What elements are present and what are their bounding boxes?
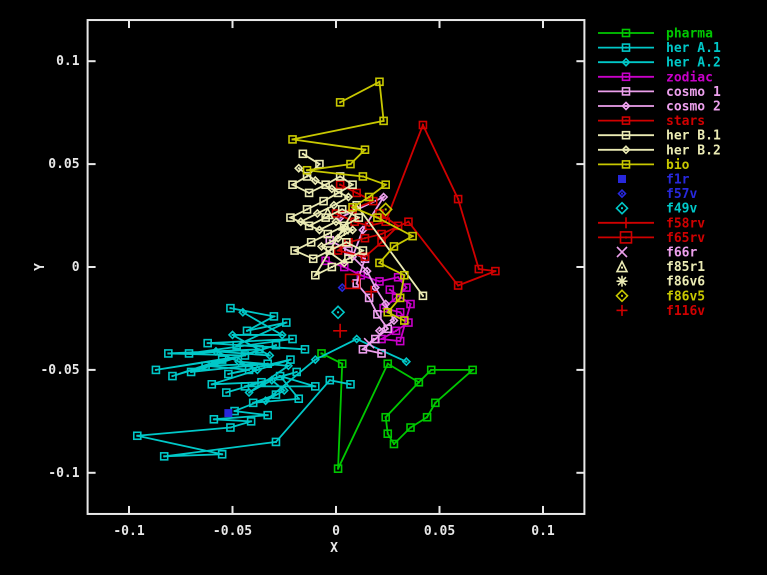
y-tick-label: -0.1 [48,466,79,481]
legend-item-her-b-2: her B.2 [598,143,721,158]
y-tick-label: 0.05 [48,157,79,172]
plot-series [132,77,500,473]
legend-item-f1r: f1r [618,173,690,188]
legend-label: her B.2 [666,143,721,158]
legend-label: f86v6 [666,275,705,290]
series-f86v5 [378,202,393,217]
legend-item-cosmo-1: cosmo 1 [598,85,721,100]
legend-label: her B.1 [666,129,721,144]
legend-item-f86v5: f86v5 [615,289,705,304]
legend-label: zodiac [666,70,713,85]
legend-item-f57v: f57v [617,187,697,202]
series-f85r1 [321,206,335,220]
plot-axes: -0.1 -0.05 0 0.05 0.1 -0.1 -0.05 0 0.05 0.1 [40,19,586,539]
x-tick-label: -0.1 [113,524,144,539]
legend-item-her-a-2: her A.2 [598,56,721,71]
legend-item-zodiac: zodiac [598,70,713,85]
legend-item-f86v6: f86v6 [616,275,705,290]
legend-item-her-b-1: her B.1 [598,129,721,144]
legend-label: her A.1 [666,41,721,56]
y-axis-label: Y [33,263,48,271]
legend-label: pharma [666,27,713,42]
x-tick-label: 0.1 [531,524,555,539]
legend-label: cosmo 2 [666,100,721,115]
legend-label: cosmo 1 [666,85,721,100]
series-f66r [363,337,375,349]
x-axis-label: X [330,541,338,556]
series-f116v [333,323,348,338]
legend-item-f116v: f116v [616,304,705,319]
legend-label: f1r [666,173,690,188]
series-f57v [337,282,347,293]
series-bio [288,77,417,325]
legend-label: bio [666,158,690,173]
series-her-b-1 [286,149,428,301]
series-f49v [330,305,346,320]
legend-label: f86v5 [666,289,705,304]
legend-item-bio: bio [598,158,690,173]
legend-item-her-a-1: her A.1 [598,41,721,56]
y-tick-label: 0.1 [56,54,80,69]
x-tick-label: 0.05 [424,524,455,539]
legend-label: f49v [666,202,697,217]
legend-item-f49v: f49v [615,201,697,217]
legend-label: f65rv [666,231,705,246]
legend-label: f57v [666,187,697,202]
series-f65rv [344,273,361,290]
x-tick-label: 0 [332,524,340,539]
legend-label: f116v [666,304,705,319]
legend-item-stars: stars [598,114,705,129]
y-tick-label: 0 [72,260,80,275]
legend-item-f65rv: f65rv [598,231,705,246]
series-her-a-1 [132,303,355,461]
legend-label: stars [666,114,705,129]
legend-item-f58rv: f58rv [598,216,705,231]
series-her-a-2 [211,307,412,406]
legend-item-f85r1: f85r1 [615,259,705,275]
series-pharma [317,349,477,473]
legend-label: f58rv [666,216,705,231]
legend-label: her A.2 [666,56,721,71]
legend-label: f66r [666,246,697,261]
series-her-b-2 [294,163,358,268]
x-tick-label: -0.05 [213,524,252,539]
series-f1r [224,409,233,418]
legend-item-pharma: pharma [598,27,713,42]
legend-item-cosmo-2: cosmo 2 [598,100,721,115]
series-f58rv [365,285,378,298]
legend-label: f85r1 [666,260,705,275]
y-tick-label: -0.05 [40,363,79,378]
legend-item-f66r: f66r [616,246,697,261]
series-f86v6 [338,223,351,236]
